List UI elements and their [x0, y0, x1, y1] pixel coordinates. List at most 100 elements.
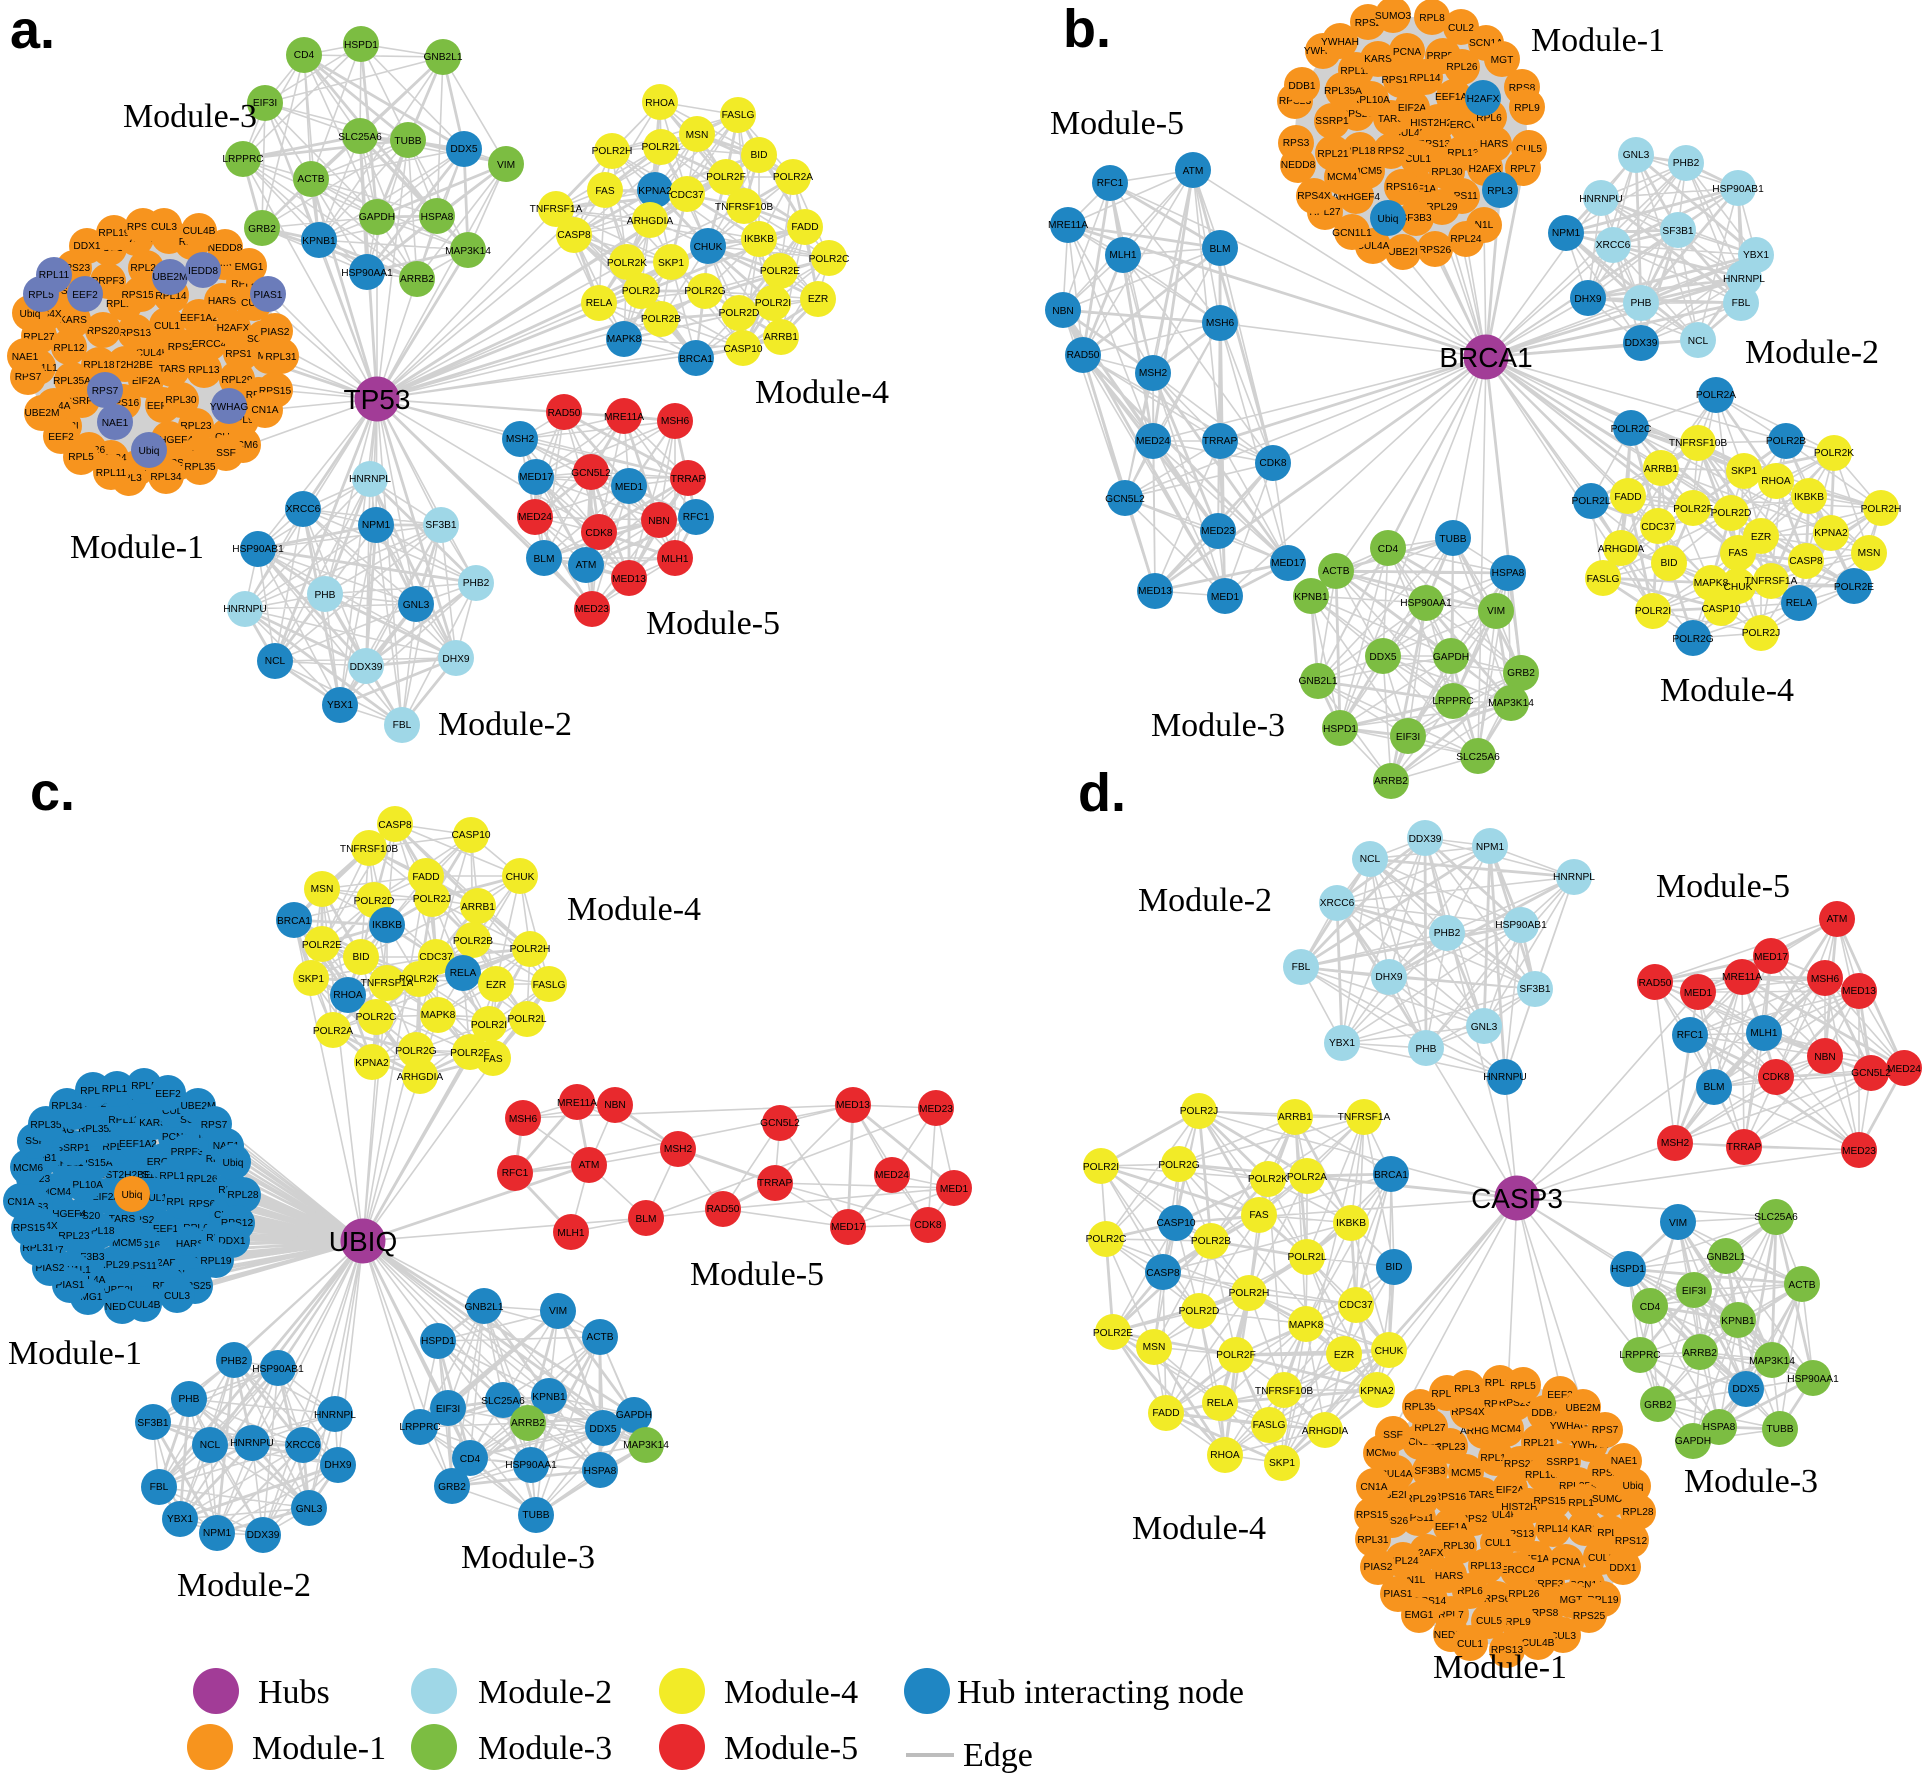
svg-text:FADD: FADD: [1614, 492, 1641, 503]
svg-text:SUMO3: SUMO3: [1592, 1494, 1629, 1505]
svg-text:ARRB2: ARRB2: [1683, 1348, 1717, 1359]
svg-text:d.: d.: [1078, 763, 1126, 823]
svg-text:FASLG: FASLG: [533, 980, 566, 991]
svg-text:ARHGEF4: ARHGEF4: [1460, 1426, 1508, 1437]
svg-text:BLM: BLM: [1704, 1082, 1725, 1093]
svg-text:RPS15A: RPS15A: [73, 1158, 112, 1169]
svg-text:RPL21: RPL21: [1523, 1438, 1554, 1449]
svg-text:MAPK8: MAPK8: [421, 1010, 456, 1021]
svg-text:UBE2I: UBE2I: [1388, 247, 1417, 258]
svg-text:SF3B1: SF3B1: [425, 520, 456, 531]
svg-text:RPS16: RPS16: [1434, 1492, 1467, 1503]
svg-text:RHOA: RHOA: [645, 98, 675, 109]
svg-text:POLR2A: POLR2A: [773, 172, 813, 183]
svg-text:CUL4B: CUL4B: [136, 348, 169, 359]
svg-text:ARRB1: ARRB1: [461, 902, 495, 913]
svg-text:Module-5: Module-5: [1050, 105, 1184, 142]
svg-text:GNL3: GNL3: [296, 1504, 323, 1515]
svg-text:BID: BID: [353, 952, 370, 963]
svg-text:HSPD1: HSPD1: [344, 40, 378, 51]
svg-text:MLH1: MLH1: [1109, 250, 1137, 261]
svg-text:SF3B1: SF3B1: [137, 1418, 168, 1429]
svg-text:POLR2B: POLR2B: [1766, 436, 1806, 447]
svg-text:RELA: RELA: [1207, 1398, 1234, 1409]
svg-text:CUL4B: CUL4B: [183, 226, 216, 237]
svg-text:MCM5: MCM5: [112, 1238, 142, 1249]
svg-text:CASP8: CASP8: [1789, 556, 1823, 567]
svg-text:NCL: NCL: [200, 1440, 221, 1451]
svg-text:CDK8: CDK8: [914, 1220, 942, 1231]
svg-text:POLR2D: POLR2D: [1179, 1306, 1220, 1317]
svg-text:RPL31: RPL31: [22, 1243, 53, 1254]
svg-text:CASP10: CASP10: [723, 344, 762, 355]
svg-text:RPL23: RPL23: [1434, 1442, 1465, 1453]
svg-text:TRRAP: TRRAP: [758, 1178, 793, 1189]
svg-text:UBIQ: UBIQ: [329, 1226, 397, 1257]
svg-text:Ubiq: Ubiq: [223, 1158, 244, 1169]
svg-text:BRCA1: BRCA1: [679, 354, 713, 365]
svg-text:RPL19: RPL19: [98, 228, 129, 239]
svg-text:N1L: N1L: [1475, 220, 1494, 231]
svg-text:SLC25A6: SLC25A6: [1754, 1212, 1798, 1223]
svg-text:HSPD1: HSPD1: [1611, 1264, 1645, 1275]
svg-text:POLR2H: POLR2H: [1861, 504, 1902, 515]
svg-text:NAE1: NAE1: [12, 352, 39, 363]
svg-text:RPS4X: RPS4X: [1297, 191, 1331, 202]
svg-text:CUL5: CUL5: [1516, 144, 1542, 155]
svg-text:HNRNPU: HNRNPU: [223, 604, 267, 615]
svg-text:POLR2F: POLR2F: [706, 172, 746, 183]
svg-text:RPL18: RPL18: [1480, 1453, 1511, 1464]
svg-text:EMG1: EMG1: [1405, 1610, 1434, 1621]
svg-text:IKBKB: IKBKB: [372, 920, 402, 931]
svg-text:BLM: BLM: [1210, 244, 1231, 255]
svg-text:ARHGDIA: ARHGDIA: [627, 216, 674, 227]
svg-text:UBE2I: UBE2I: [1377, 1490, 1406, 1501]
svg-text:HSP90AA1: HSP90AA1: [1400, 598, 1452, 609]
svg-text:RPS25: RPS25: [127, 222, 160, 233]
svg-text:NEDD8: NEDD8: [1281, 160, 1316, 171]
svg-text:PIAS2: PIAS2: [261, 327, 290, 338]
svg-text:RPL5: RPL5: [28, 290, 54, 301]
svg-text:POLR2H: POLR2H: [592, 146, 633, 157]
svg-text:DHX9: DHX9: [1574, 294, 1602, 305]
svg-text:POLR2C: POLR2C: [356, 1012, 397, 1023]
svg-text:EIF3I: EIF3I: [1396, 732, 1420, 743]
svg-text:EEF1A2: EEF1A2: [1517, 1554, 1555, 1565]
svg-text:HSP90AA1: HSP90AA1: [505, 1460, 557, 1471]
svg-text:DHX9: DHX9: [442, 654, 470, 665]
svg-text:EEF1A: EEF1A: [1435, 1522, 1467, 1533]
svg-text:RPS6: RPS6: [1484, 1594, 1511, 1605]
svg-text:MSH2: MSH2: [1661, 1138, 1690, 1149]
svg-text:RPS11: RPS11: [1402, 1513, 1434, 1524]
svg-text:MED17: MED17: [831, 1222, 865, 1233]
svg-text:EEF2: EEF2: [1547, 1390, 1573, 1401]
svg-text:KPNA2: KPNA2: [638, 186, 672, 197]
svg-text:GAPDH: GAPDH: [616, 1410, 652, 1421]
svg-text:MED13: MED13: [836, 1100, 870, 1111]
svg-text:CASP10: CASP10: [1701, 604, 1740, 615]
svg-text:EEF2: EEF2: [155, 1089, 181, 1100]
svg-text:RPS2: RPS2: [1592, 1468, 1619, 1479]
svg-text:TNFRSF10B: TNFRSF10B: [340, 844, 399, 855]
svg-text:HIST2H2BE: HIST2H2BE: [95, 1170, 151, 1181]
svg-text:SSF: SSF: [1383, 1430, 1403, 1441]
svg-text:RPL13: RPL13: [1470, 1561, 1501, 1572]
svg-text:KARS: KARS: [59, 315, 87, 326]
svg-text:ARHGDIA: ARHGDIA: [397, 1072, 444, 1083]
svg-text:ARHGEF4: ARHGEF4: [145, 435, 193, 446]
svg-text:GCN5L2: GCN5L2: [571, 468, 611, 479]
svg-text:RPL10A: RPL10A: [1525, 1470, 1563, 1481]
svg-text:HNRNPL: HNRNPL: [314, 1410, 356, 1421]
svg-text:MED23: MED23: [575, 604, 609, 615]
svg-text:SCN1A: SCN1A: [1469, 38, 1503, 49]
svg-text:ARRB1: ARRB1: [1278, 1112, 1312, 1123]
svg-text:RPS15A: RPS15A: [121, 290, 160, 301]
svg-text:PRPF3: PRPF3: [92, 276, 125, 287]
svg-text:GNB2L1: GNB2L1: [423, 52, 462, 63]
svg-text:Hub interacting node: Hub interacting node: [957, 1674, 1244, 1711]
svg-text:N1L: N1L: [1407, 1575, 1426, 1586]
svg-text:GCN1L1: GCN1L1: [1400, 1437, 1440, 1448]
svg-text:CDK8: CDK8: [1259, 458, 1287, 469]
svg-text:RPL13: RPL13: [188, 365, 219, 376]
svg-text:RPS7: RPS7: [201, 1120, 228, 1131]
